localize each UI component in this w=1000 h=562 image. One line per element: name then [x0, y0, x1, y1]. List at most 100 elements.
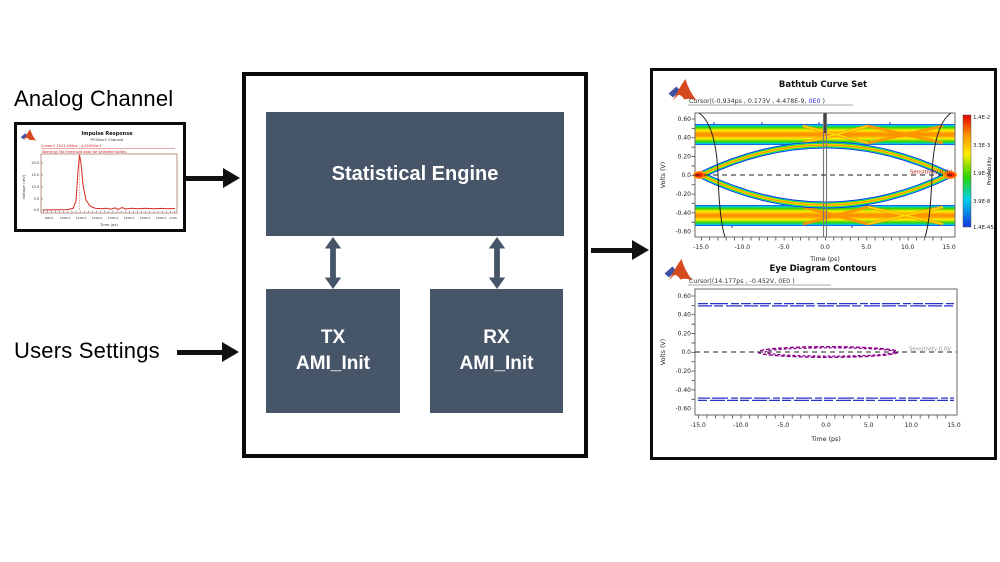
x-tick-label: 1700 [169, 216, 177, 220]
cursor-prefix: Cursor|(-0.934ps , 0.173V , 4.478E-9, [689, 98, 808, 105]
colorbar-tick-label: 1.4E-2 [973, 115, 990, 121]
eye-contour-lens [757, 345, 899, 358]
arrow-shaft [177, 349, 222, 355]
analog-channel-label: Analog Channel [14, 86, 174, 111]
arrow-engine-to-results [591, 240, 649, 260]
statistical-engine-label: Statistical Engine [331, 162, 499, 185]
colorbar-tick-label: 1.4E-45 [973, 225, 994, 231]
colorbar-label: Probability [987, 156, 993, 185]
y-tick-label: 10.0 [31, 185, 39, 189]
y-tick-label: 0.60 [678, 116, 692, 123]
y-tick-label: -0.20 [675, 368, 691, 375]
thumb-title: Impulse Response [81, 131, 133, 137]
results-panel: Bathtub Curve Set Cursor|(-0.934ps , 0.1… [650, 68, 997, 460]
contours-x-axis: -15.0 -10.0 -5.0 0.0 5.0 10.0 15.0 Time … [690, 415, 961, 443]
tx-ami-init-block: TX AMI_Init [266, 289, 400, 413]
impulse-curve [42, 154, 176, 211]
x-tick-label: 0.0 [820, 244, 830, 251]
statistical-engine-block: Statistical Engine [266, 112, 564, 236]
bathtub-ylabel: Volts (V) [660, 162, 667, 188]
bathtub-curve-plot: Bathtub Curve Set Cursor|(-0.934ps , 0.1… [660, 79, 994, 263]
bathtub-y-axis: 0.60 0.40 0.20 0.0 -0.20 -0.40 -0.60 Vol… [660, 116, 695, 236]
thumb-warning-text: Warning: No threshold data for selected … [42, 150, 127, 154]
x-tick-label: -15.0 [693, 244, 709, 251]
y-tick-label: -0.60 [675, 406, 691, 413]
matlab-logo-icon [20, 129, 37, 141]
eye-contours-plot: Eye Diagram Contours Cursor|(14.177ps , … [660, 259, 961, 443]
y-tick-label: 15.0 [31, 173, 39, 177]
x-tick-label: 1300.0 [108, 216, 119, 220]
y-tick-label: -0.20 [675, 191, 691, 198]
x-tick-label: 10.0 [901, 244, 915, 251]
rx-label-line2: AMI_Init [459, 353, 534, 374]
tx-label-line1: TX [320, 327, 346, 349]
matlab-logo-icon [664, 259, 693, 281]
x-tick-label: -15.0 [690, 422, 706, 429]
y-tick-label: 0.60 [678, 293, 692, 300]
contours-xlabel: Time (ps) [810, 436, 841, 443]
statistical-flow-box: Statistical Engine TX AMI_Init RX AMI_In… [242, 72, 588, 458]
bathtub-x-axis: -15.0 -10.0 -5.0 0.0 5.0 10.0 15.0 Time … [693, 237, 956, 263]
cursor-highlight: 0E0 [808, 98, 820, 105]
arrow-shaft [591, 247, 632, 253]
thumb-x-ticks: 900.0 1000.0 1100.0 1200.0 1300.0 1400.0… [43, 210, 177, 220]
y-tick-label: 0.20 [678, 153, 692, 160]
y-tick-label: 0.0 [681, 349, 691, 356]
x-tick-label: 1000.0 [60, 216, 71, 220]
arrow-shaft [186, 175, 223, 181]
tx-label-line2: AMI_Init [296, 353, 370, 374]
thumb-ylabel: Voltage (mV) [21, 174, 26, 199]
x-tick-label: 1600.0 [156, 216, 167, 220]
double-arrow-rx-icon [488, 237, 506, 289]
x-tick-label: 900.0 [45, 216, 54, 220]
thumb-y-ticks: 20.0 15.0 10.0 5.0 0.0 [31, 161, 43, 212]
x-tick-label: 0.0 [821, 422, 831, 429]
arrow-head-icon [222, 342, 239, 362]
x-tick-label: 15.0 [942, 244, 956, 251]
x-tick-label: -5.0 [778, 244, 790, 251]
y-tick-label: -0.60 [675, 229, 691, 236]
eye-density-bands [695, 122, 955, 228]
x-tick-label: 1200.0 [92, 216, 103, 220]
y-tick-label: 20.0 [31, 161, 39, 165]
x-tick-label: 1100.0 [76, 216, 87, 220]
y-tick-label: 0.40 [678, 135, 692, 142]
sensitivity-annotation: Sensitivity 0.0V [910, 170, 952, 176]
y-tick-label: 0.0 [681, 172, 691, 179]
x-tick-label: -10.0 [735, 244, 751, 251]
impulse-response-thumbnail: Impulse Response PCIGen3 Channel Cursor1… [14, 122, 186, 232]
thumb-cursor-readout: Cursor1 1521.439ps , 4.02404e-1 [41, 144, 102, 148]
probability-colorbar: 1.4E-2 3.3E-3 1.9E-4 3.9E-8 1.4E-45 Prob… [962, 114, 994, 231]
sensitivity-annotation: Sensitivity 0.0V [909, 347, 951, 353]
x-tick-label: -5.0 [777, 422, 789, 429]
x-tick-label: 10.0 [905, 422, 919, 429]
contours-y-axis: 0.60 0.40 0.20 0.0 -0.20 -0.40 -0.60 Vol… [660, 293, 695, 413]
y-tick-label: 0.0 [34, 208, 39, 212]
x-tick-label: 5.0 [864, 422, 874, 429]
y-tick-label: -0.40 [675, 210, 691, 217]
colorbar-tick-label: 3.3E-3 [973, 143, 990, 149]
eye-opening-contour [699, 141, 951, 209]
colorbar-tick-label: 3.9E-8 [973, 199, 991, 205]
contours-title: Eye Diagram Contours [770, 264, 877, 274]
impulse-response-plot: Impulse Response PCIGen3 Channel Cursor1… [20, 129, 178, 227]
x-tick-label: 5.0 [862, 244, 872, 251]
arrow-head-icon [223, 168, 240, 188]
thumb-subtitle: PCIGen3 Channel [91, 137, 124, 142]
x-tick-label: 1400.0 [124, 216, 135, 220]
y-tick-label: 5.0 [34, 197, 39, 201]
matlab-logo-icon [668, 79, 697, 101]
users-settings-label: Users Settings [14, 338, 160, 363]
thumb-xlabel: Time (ps) [99, 222, 118, 227]
contours-ylabel: Volts (V) [660, 339, 667, 365]
thumb-plot-area [40, 153, 178, 214]
rx-ami-init-block: RX AMI_Init [430, 289, 563, 413]
x-tick-label: 15.0 [947, 422, 961, 429]
arrow-settings-to-engine [177, 342, 239, 362]
x-tick-label: 1500.0 [140, 216, 151, 220]
bathtub-cursor-readout: Cursor|(-0.934ps , 0.173V , 4.478E-9, 0E… [689, 98, 825, 105]
cursor-suffix: ) [820, 98, 824, 105]
bathtub-xlabel: Time (ps) [809, 256, 840, 263]
contours-cursor-readout: Cursor|(14.177ps , -0.452V, 0E0 ) [689, 278, 795, 285]
